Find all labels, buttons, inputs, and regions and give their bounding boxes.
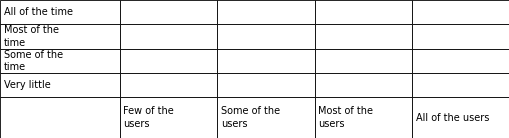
Bar bbox=[0, 49, 120, 73]
Bar bbox=[0, 97, 120, 138]
Bar bbox=[120, 49, 217, 73]
Bar bbox=[0, 24, 120, 49]
Bar bbox=[315, 73, 412, 97]
Bar bbox=[217, 49, 315, 73]
Bar bbox=[315, 0, 412, 24]
Text: All of the users: All of the users bbox=[415, 113, 489, 123]
Bar bbox=[412, 24, 509, 49]
Text: Some of the
users: Some of the users bbox=[220, 106, 279, 129]
Text: Some of the
time: Some of the time bbox=[4, 50, 63, 72]
Text: Most of the
users: Most of the users bbox=[318, 106, 373, 129]
Bar bbox=[120, 73, 217, 97]
Bar bbox=[0, 73, 120, 97]
Bar bbox=[412, 73, 509, 97]
Bar bbox=[217, 24, 315, 49]
Bar bbox=[217, 73, 315, 97]
Bar bbox=[120, 24, 217, 49]
Bar bbox=[315, 97, 412, 138]
Bar bbox=[0, 0, 120, 24]
Bar bbox=[120, 0, 217, 24]
Bar bbox=[315, 24, 412, 49]
Bar bbox=[217, 0, 315, 24]
Text: Few of the
users: Few of the users bbox=[123, 106, 174, 129]
Text: All of the time: All of the time bbox=[4, 7, 72, 17]
Text: Very little: Very little bbox=[4, 80, 50, 90]
Bar bbox=[120, 97, 217, 138]
Bar bbox=[412, 0, 509, 24]
Bar bbox=[217, 97, 315, 138]
Text: Most of the
time: Most of the time bbox=[4, 25, 59, 48]
Bar bbox=[412, 97, 509, 138]
Bar bbox=[315, 49, 412, 73]
Bar bbox=[412, 49, 509, 73]
